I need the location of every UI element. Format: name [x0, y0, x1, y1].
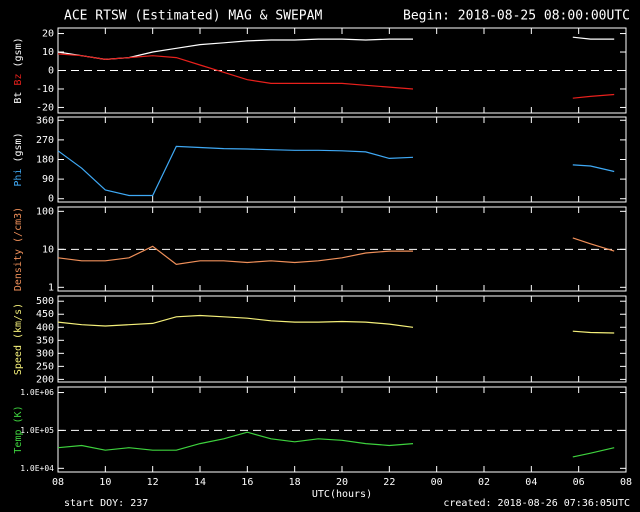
y-tick-label: 10 — [42, 244, 54, 255]
legend-entry: Bt — [13, 92, 24, 104]
y-axis-label: Phi (gsm) — [13, 132, 24, 186]
y-tick-label: 0 — [48, 66, 54, 77]
y-tick-label: 350 — [36, 335, 54, 346]
x-tick-label: 06 — [573, 477, 585, 488]
x-tick-label: 22 — [383, 477, 395, 488]
y-tick-label: 1.0E+04 — [20, 464, 54, 473]
y-tick-label: 200 — [36, 374, 54, 385]
y-tick-label: 360 — [36, 115, 54, 126]
begin-time: Begin: 2018-08-25 08:00:00UTC — [403, 9, 630, 24]
y-axis-label: Bt Bz (gsm) — [13, 37, 24, 103]
y-tick-label: 400 — [36, 322, 54, 333]
y-tick-label: 300 — [36, 348, 54, 359]
y-tick-label: 90 — [42, 174, 54, 185]
y-tick-label: 1.0E+06 — [20, 388, 54, 397]
y-tick-label: 0 — [48, 194, 54, 205]
y-axis-label: Density (/cm3) — [13, 207, 24, 291]
x-tick-label: 08 — [52, 477, 64, 488]
y-tick-label: 250 — [36, 361, 54, 372]
x-tick-label: 20 — [336, 477, 348, 488]
x-tick-label: 08 — [620, 477, 632, 488]
y-tick-label: 100 — [36, 206, 54, 217]
data-line — [57, 314, 615, 334]
data-line — [57, 145, 615, 197]
x-tick-label: 04 — [525, 477, 537, 488]
y-axis-unit: (gsm) — [13, 37, 24, 67]
y-tick-label: 180 — [36, 155, 54, 166]
panel-frame — [57, 116, 627, 203]
x-tick-label: 16 — [241, 477, 253, 488]
legend-entry: Phi — [13, 169, 24, 187]
x-tick-label: 02 — [478, 477, 490, 488]
y-axis-label: Speed (km/s) — [13, 303, 24, 375]
y-axis-unit: (K) — [13, 405, 24, 423]
x-tick-label: 14 — [194, 477, 206, 488]
y-axis-unit: (gsm) — [13, 132, 24, 162]
panel-frame — [57, 386, 627, 473]
legend-entry: Bz — [13, 74, 24, 86]
y-axis-unit: (/cm3) — [13, 207, 24, 243]
x-tick-label: 10 — [99, 477, 111, 488]
created-time: created: 2018-08-26 07:36:05UTC — [443, 498, 630, 509]
start-doy: start DOY: 237 — [64, 498, 148, 509]
x-tick-label: 18 — [289, 477, 301, 488]
x-tick-label: 00 — [431, 477, 443, 488]
x-tick-label: 12 — [147, 477, 159, 488]
y-tick-label: 450 — [36, 309, 54, 320]
y-tick-label: 20 — [42, 29, 54, 40]
chart-title: ACE RTSW (Estimated) MAG & SWEPAM — [64, 9, 322, 24]
legend-entry: Speed — [13, 345, 24, 375]
x-axis-label: UTC(hours) — [312, 489, 372, 500]
y-tick-label: 10 — [42, 47, 54, 58]
data-line — [57, 237, 615, 266]
y-tick-label: 500 — [36, 296, 54, 307]
y-tick-label: 1 — [48, 282, 54, 293]
legend-entry: Temp — [13, 430, 24, 454]
data-line — [57, 53, 615, 99]
y-axis-label: Temp (K) — [13, 405, 24, 453]
y-tick-label: 1.0E+05 — [20, 426, 54, 435]
y-tick-label: 270 — [36, 135, 54, 146]
data-line — [57, 431, 615, 458]
y-tick-label: -20 — [36, 102, 54, 113]
legend-entry: Density — [13, 249, 24, 291]
y-tick-label: -10 — [36, 84, 54, 95]
y-axis-unit: (km/s) — [13, 303, 24, 339]
panel-frame — [57, 295, 627, 383]
